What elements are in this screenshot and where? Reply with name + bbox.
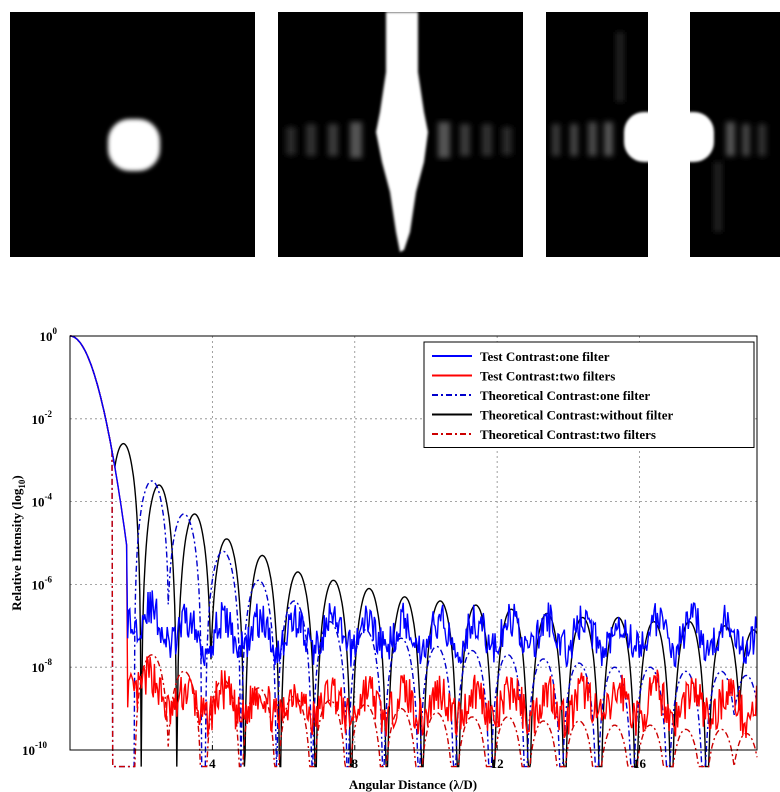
y-tick-labels: 100 10-2 10-4 10-6 10-8 10-10 [22,326,58,758]
series-line-3 [70,335,758,768]
legend-label: Test Contrast:two filters [480,369,615,384]
y-tick-label: 10-2 [32,409,53,427]
x-tick-label: 4 [209,756,216,771]
psf-panel-without-filter [10,12,255,257]
legend: Test Contrast:one filter Test Contrast:tw… [423,341,755,448]
x-axis-label: Angular Distance (λ/D) [349,777,477,792]
series-line-0 [69,335,758,668]
contrast-chart: 4 8 12 16 100 10-2 10-4 10-6 10-8 10-10 Angular … [9,326,758,792]
legend-label: Theoretical Contrast:without filter [480,408,674,423]
y-tick-label: 10-4 [32,492,53,510]
y-tick-label: 10-6 [32,574,53,592]
legend-label: Test Contrast:one filter [480,349,610,364]
y-tick-label: 100 [40,326,58,344]
y-tick-label: 10-10 [22,740,47,758]
legend-label: Theoretical Contrast:one filter [480,388,650,403]
psf-image-one-filter [286,12,512,252]
series-layer [69,335,758,768]
legend-box [423,341,755,448]
x-tick-labels: 4 8 12 16 [209,745,647,771]
x-tick-label: 12 [491,756,504,771]
series-line-4 [70,335,758,768]
y-tick-label: 10-8 [32,657,53,675]
axes-frame [69,335,758,751]
psf-panel-two-filters [546,12,780,257]
psf-image-two-filters [552,12,766,257]
legend-label: Theoretical Contrast:two filters [480,427,656,442]
x-tick-label: 16 [633,756,647,771]
x-tick-label: 8 [352,756,359,771]
psf-image-without-filter [108,119,160,171]
psf-panel-one-filter [278,12,523,257]
y-axis-label: Relative Intensity (log10) [9,475,27,610]
series-line-1 [69,335,758,739]
